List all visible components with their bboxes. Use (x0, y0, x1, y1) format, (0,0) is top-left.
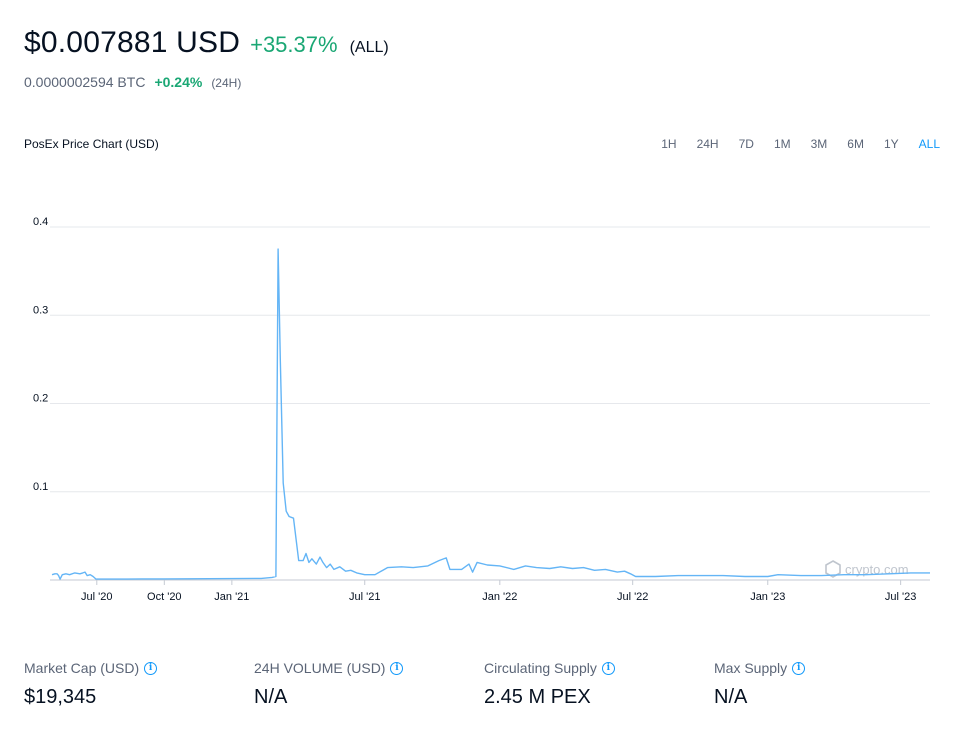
x-tick-label: Jul '22 (617, 591, 648, 603)
btc-price-change: +0.24% (154, 74, 203, 90)
info-icon[interactable]: i (390, 661, 404, 675)
btc-price-row: 0.0000002594 BTC +0.24% (24H) (24, 74, 241, 90)
stat-circulating-supply: Circulating Supply i 2.45 M PEX (484, 660, 714, 709)
stat-market-cap: Market Cap (USD) i $19,345 (24, 660, 254, 709)
price-series-line (51, 248, 930, 580)
stat-label: 24H VOLUME (USD) (254, 660, 386, 676)
stat-label: Max Supply (714, 660, 788, 676)
stat-label: Circulating Supply (484, 660, 597, 676)
usd-price: $0.007881 USD (24, 26, 241, 59)
x-tick-label: Oct '20 (147, 591, 182, 603)
stat-label: Market Cap (USD) (24, 660, 140, 676)
info-icon[interactable]: i (792, 661, 806, 675)
range-tab-1y[interactable]: 1Y (883, 137, 899, 151)
x-tick-label: Jan '23 (750, 591, 785, 603)
x-tick-label: Jan '22 (482, 591, 517, 603)
crypto-logo-icon (825, 560, 841, 578)
range-tab-1h[interactable]: 1H (661, 137, 677, 151)
x-tick-label: Jul '23 (885, 591, 916, 603)
chart-title: PosEx Price Chart (USD) (24, 137, 159, 151)
price-header: $0.007881 USD +35.37% (ALL) (24, 26, 389, 60)
range-tabs: 1H 24H 7D 1M 3M 6M 1Y ALL (641, 137, 940, 151)
range-tab-24h[interactable]: 24H (696, 137, 719, 151)
y-tick-label: 0.1 (33, 481, 48, 493)
info-icon[interactable]: i (144, 661, 158, 675)
stat-value: N/A (714, 686, 748, 708)
range-tab-3m[interactable]: 3M (810, 137, 828, 151)
range-tab-6m[interactable]: 6M (847, 137, 864, 151)
x-tick-label: Jul '21 (349, 591, 380, 603)
y-tick-label: 0.4 (33, 216, 48, 228)
y-tick-label: 0.3 (33, 304, 48, 316)
range-tab-all[interactable]: ALL (918, 137, 940, 151)
stat-24h-volume: 24H VOLUME (USD) i N/A (254, 660, 484, 709)
stats-row: Market Cap (USD) i $19,345 24H VOLUME (U… (24, 660, 944, 709)
y-tick-label: 0.2 (33, 393, 48, 405)
range-tab-7d[interactable]: 7D (738, 137, 754, 151)
stat-max-supply: Max Supply i N/A (714, 660, 944, 709)
btc-change-period: (24H) (211, 76, 242, 90)
stat-value: N/A (254, 686, 288, 708)
x-tick-label: Jul '20 (81, 591, 112, 603)
btc-price: 0.0000002594 BTC (24, 74, 146, 90)
x-tick-label: Jan '21 (214, 591, 249, 603)
stat-value: 2.45 M PEX (484, 686, 591, 708)
stat-value: $19,345 (24, 686, 97, 708)
usd-change-period: (ALL) (349, 39, 389, 56)
usd-price-change: +35.37% (250, 32, 338, 57)
price-chart[interactable]: 0.1 0.2 0.3 0.4 Jul '20 Oct '20 Jan '21 Jul '21… (0, 200, 964, 610)
info-icon[interactable]: i (601, 661, 615, 675)
range-tab-1m[interactable]: 1M (773, 137, 791, 151)
